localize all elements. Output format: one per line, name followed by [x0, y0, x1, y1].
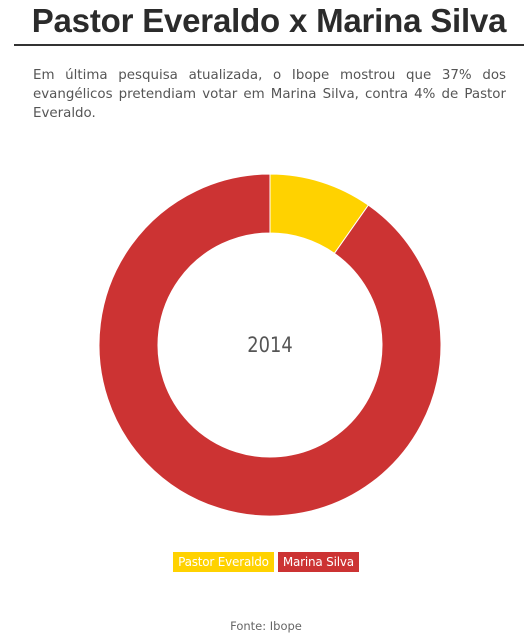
legend-item-marina-silva[interactable]: Marina Silva: [277, 552, 359, 572]
chart-legend: Pastor Everaldo Marina Silva: [0, 552, 532, 572]
title-bar: Pastor Everaldo x Marina Silva: [14, 0, 524, 46]
donut-center-label: 2014: [247, 333, 293, 357]
donut-slices: [98, 173, 442, 517]
page-title: Pastor Everaldo x Marina Silva: [31, 2, 507, 39]
chart-description: Em última pesquisa atualizada, o Ibope m…: [33, 68, 506, 121]
donut-slice-marina-silva[interactable]: [98, 173, 442, 517]
source-note: Fonte: Ibope: [230, 619, 302, 633]
legend-item-pastor-everaldo[interactable]: Pastor Everaldo: [173, 552, 274, 572]
